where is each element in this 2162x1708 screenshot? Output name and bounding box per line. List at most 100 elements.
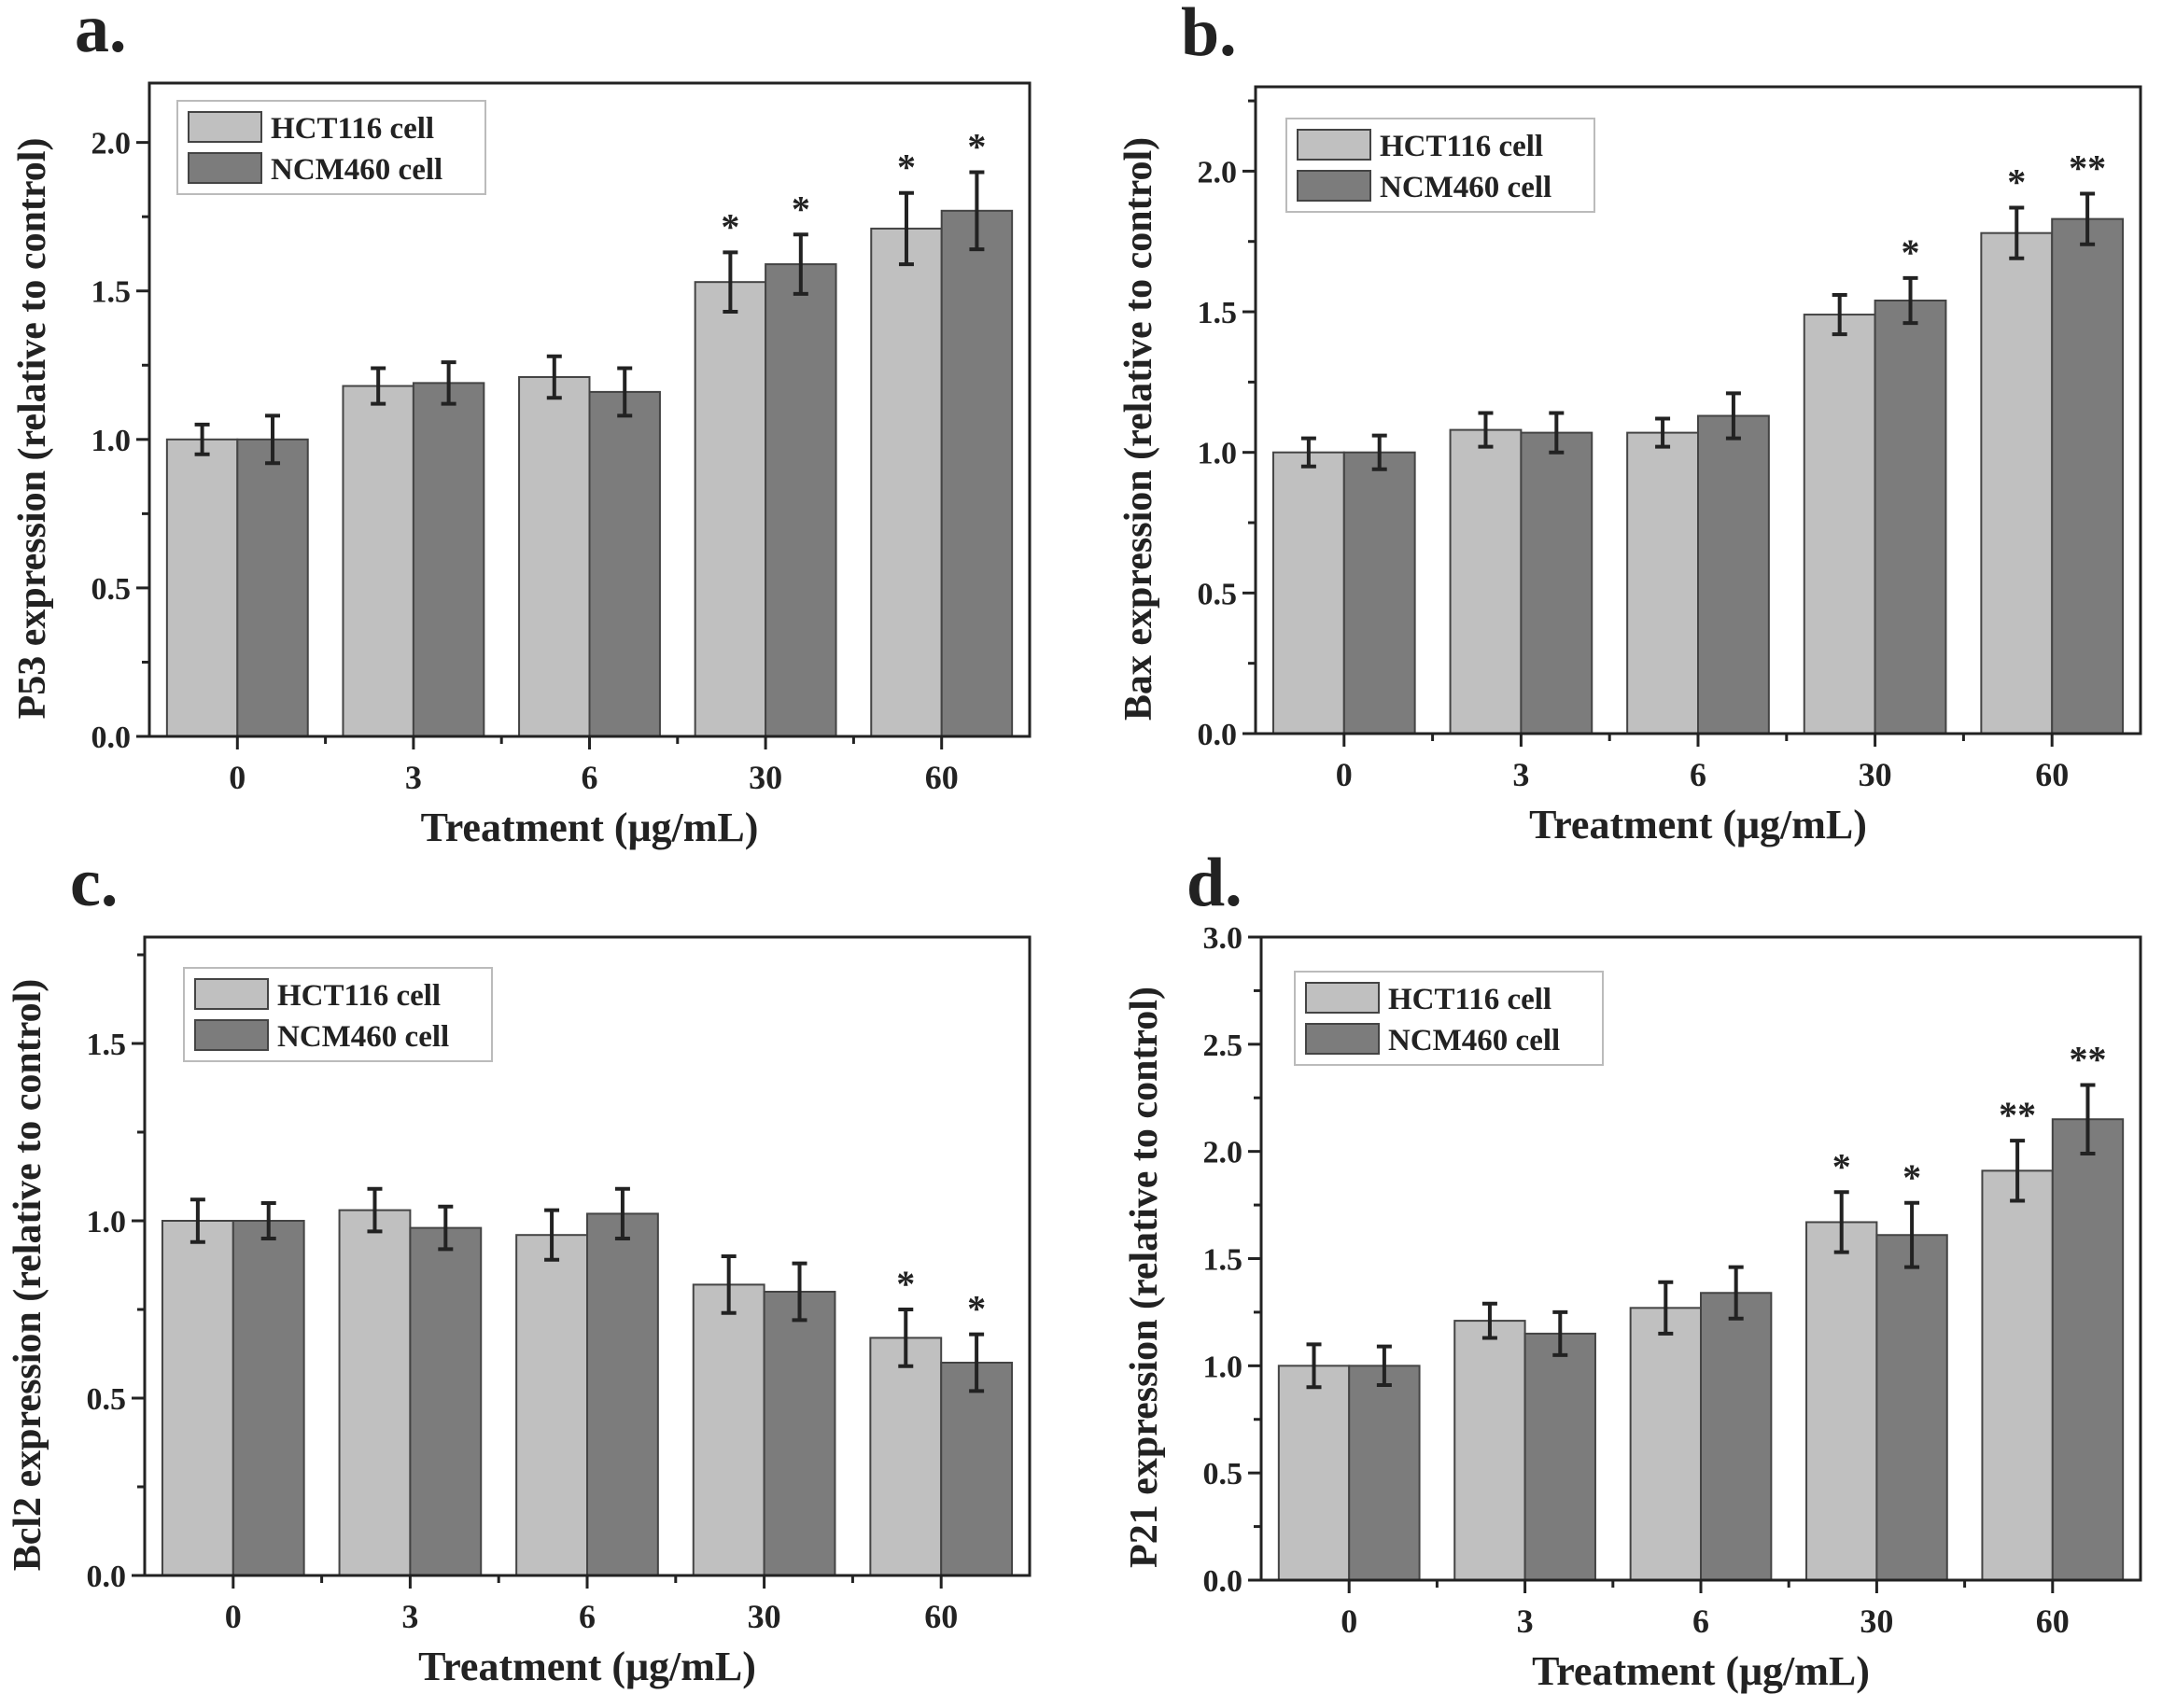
- error-bar: [2010, 1139, 2026, 1203]
- chart-panel-c: 0 3 6 30 * * 60 0.0 0.5 1.0 1.5 Treatment (μg/mL) Bc…: [7, 845, 1032, 1689]
- y-tick-label: 1.0: [91, 424, 132, 458]
- bar-hct116: [692, 1283, 765, 1577]
- x-tick-label: 30: [1860, 1603, 1893, 1640]
- legend-label: NCM460 cell: [1380, 171, 1551, 204]
- x-tick-label: 6: [582, 759, 598, 796]
- y-tick-label: 3.0: [1203, 921, 1243, 956]
- error-bar: [367, 1186, 383, 1234]
- x-tick-label: 60: [2035, 756, 2069, 793]
- x-axis-title: Treatment (μg/mL): [418, 1644, 756, 1689]
- bar-hct116: [338, 1209, 412, 1576]
- error-bar: [1725, 391, 1741, 441]
- error-bar: [190, 1197, 205, 1244]
- error-bar: [438, 1204, 454, 1252]
- legend-swatch: [188, 152, 262, 184]
- legend: HCT116 cell NCM460 cell: [183, 967, 493, 1062]
- panel-label: b.: [1181, 0, 1237, 71]
- error-bar: [1478, 411, 1494, 449]
- error-bar: [792, 1261, 807, 1323]
- y-tick-label: 0.5: [1198, 577, 1238, 611]
- bar-hct116: [161, 1220, 234, 1576]
- y-tick-label: 1.5: [1198, 296, 1238, 330]
- y-axis-title: Bcl2 expression (relative to control): [7, 979, 49, 1572]
- error-bar: [1658, 1280, 1674, 1336]
- error-bar: [371, 366, 386, 406]
- bar-hct116: [1626, 431, 1700, 735]
- error-bar: [1376, 1344, 1392, 1388]
- significance-marker: **: [2069, 1038, 2106, 1080]
- x-tick-label: 60: [924, 1598, 958, 1635]
- y-tick-label: 2.0: [1203, 1136, 1243, 1170]
- bar-hct116: [1805, 1221, 1878, 1581]
- legend-label: HCT116 cell: [1388, 983, 1551, 1016]
- bar-ncm460: [2051, 217, 2125, 735]
- y-axis-title: P53 expression (relative to control): [11, 138, 54, 720]
- bar-ncm460: [412, 382, 485, 737]
- legend-swatch: [188, 111, 262, 143]
- bar-ncm460: [1700, 1292, 1773, 1582]
- error-bar: [793, 232, 808, 296]
- significance-marker: *: [1902, 1156, 1921, 1198]
- bar-hct116: [1271, 451, 1345, 735]
- bar-ncm460: [409, 1226, 483, 1576]
- chart-panel-a: 0 3 6 * * 30 * * 60 0.0 0.5 1.0 1.5 2.0 Treatment (μg/…: [11, 0, 1032, 850]
- error-bar: [1300, 436, 1316, 469]
- bar-hct116: [870, 227, 943, 737]
- bar-hct116: [1449, 428, 1523, 735]
- x-tick-label: 30: [1859, 756, 1892, 793]
- y-tick-label: 2.5: [1203, 1029, 1243, 1063]
- y-tick-label: 0.0: [1198, 718, 1238, 752]
- x-tick-label: 0: [1341, 1603, 1357, 1640]
- legend-label: NCM460 cell: [1388, 1024, 1560, 1057]
- error-bar: [969, 1332, 985, 1393]
- significance-marker: *: [896, 1263, 915, 1305]
- error-bar: [1904, 1200, 1920, 1269]
- significance-marker: *: [967, 1288, 986, 1330]
- error-bar: [1481, 1301, 1497, 1340]
- y-tick-label: 1.5: [1203, 1243, 1243, 1278]
- bar-ncm460: [1520, 431, 1593, 735]
- error-bar: [260, 1201, 276, 1240]
- significance-marker: **: [2069, 147, 2106, 189]
- bar-ncm460: [1342, 451, 1416, 735]
- error-bar: [1306, 1342, 1322, 1390]
- bar-hct116: [515, 1234, 588, 1576]
- significance-marker: *: [967, 125, 986, 167]
- bar-hct116: [694, 281, 767, 737]
- x-tick-label: 3: [1512, 756, 1529, 793]
- x-tick-label: 0: [229, 759, 246, 796]
- plot-frame: [1254, 85, 2142, 735]
- x-tick-label: 60: [925, 759, 959, 796]
- error-bar: [1832, 292, 1847, 337]
- error-bar: [1655, 416, 1671, 449]
- legend: HCT116 cell NCM460 cell: [1285, 118, 1595, 213]
- significance-marker: *: [792, 188, 810, 230]
- x-tick-label: 6: [1692, 1603, 1709, 1640]
- y-tick-label: 0.0: [87, 1560, 127, 1594]
- y-tick-label: 2.0: [1198, 155, 1238, 189]
- y-tick-label: 0.5: [91, 572, 132, 607]
- x-tick-label: 0: [225, 1598, 242, 1635]
- y-tick-label: 1.5: [91, 275, 132, 310]
- y-tick-label: 1.0: [87, 1205, 127, 1239]
- plot-frame: [143, 935, 1032, 1577]
- legend-label: NCM460 cell: [271, 153, 442, 187]
- bar-ncm460: [588, 390, 661, 737]
- y-tick-label: 0.0: [91, 721, 132, 755]
- y-tick-label: 1.0: [1198, 437, 1238, 471]
- x-tick-label: 0: [1336, 756, 1353, 793]
- error-bar: [2009, 205, 2025, 260]
- error-bar: [544, 1208, 560, 1262]
- error-bar: [265, 413, 281, 466]
- legend-label: HCT116 cell: [1380, 130, 1543, 163]
- panel-label: c.: [70, 845, 118, 921]
- x-tick-label: 3: [405, 759, 422, 796]
- x-tick-label: 6: [1690, 756, 1706, 793]
- bar-ncm460: [940, 1362, 1014, 1576]
- bar-hct116: [1277, 1365, 1351, 1582]
- y-axis-title: Bax expression (relative to control): [1117, 137, 1160, 721]
- y-axis-title: P21 expression (relative to control): [1123, 987, 1166, 1568]
- error-bar: [546, 354, 562, 400]
- error-bar: [617, 366, 633, 418]
- bar-ncm460: [940, 209, 1014, 737]
